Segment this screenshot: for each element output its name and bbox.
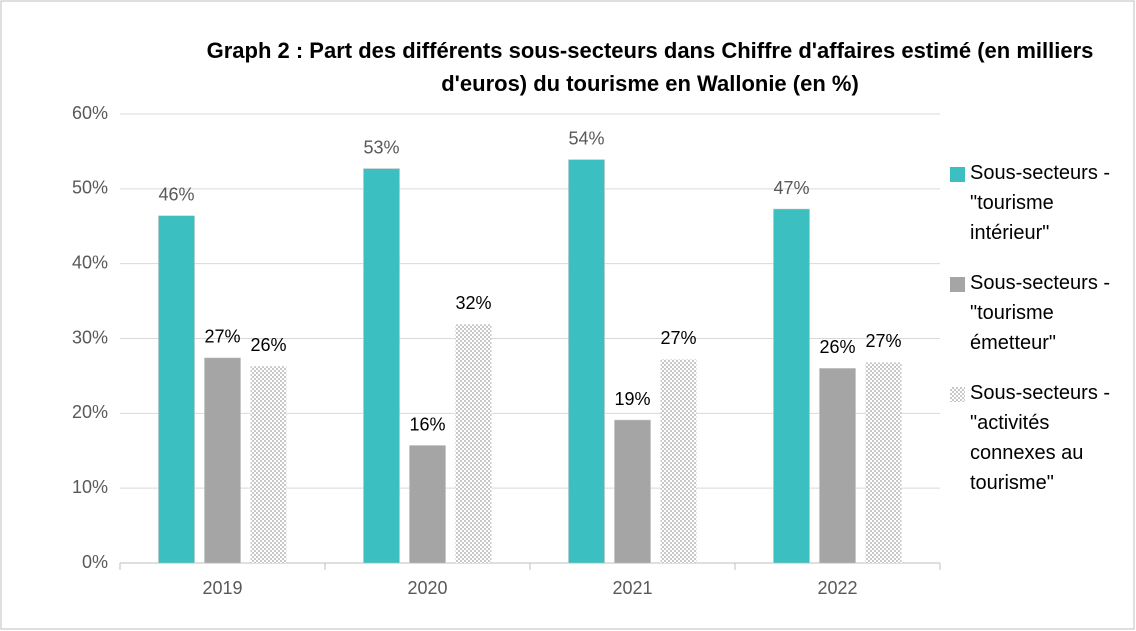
- bar: [250, 366, 287, 563]
- legend-entry: Sous-secteurs - "activités connexes au t…: [948, 378, 1128, 498]
- value-label: 16%: [409, 414, 445, 434]
- legend-label: Sous-secteurs - "tourisme intérieur": [970, 162, 1111, 244]
- bar: [819, 368, 856, 564]
- x-tick-label: 2019: [202, 578, 242, 598]
- legend-entry: Sous-secteurs - "tourisme intérieur": [948, 158, 1128, 248]
- value-label: 27%: [660, 328, 696, 348]
- value-label: 32%: [455, 293, 491, 313]
- bar: [409, 445, 446, 564]
- legend-entry: Sous-secteurs - "tourisme émetteur": [948, 268, 1128, 358]
- bar: [204, 357, 241, 564]
- bar: [865, 362, 902, 563]
- value-label: 47%: [773, 178, 809, 198]
- x-tick-label: 2021: [612, 578, 652, 598]
- y-tick-label: 60%: [72, 103, 108, 123]
- bar: [158, 215, 195, 564]
- bar: [614, 419, 651, 564]
- x-tick-label: 2022: [817, 578, 857, 598]
- x-tick-label: 2020: [407, 578, 447, 598]
- value-label: 27%: [204, 327, 240, 347]
- bar: [660, 359, 697, 563]
- bar: [568, 159, 605, 564]
- y-tick-label: 50%: [72, 178, 108, 198]
- bar: [363, 168, 400, 564]
- legend-swatch: [950, 167, 965, 182]
- y-tick-label: 30%: [72, 327, 108, 347]
- legend: Sous-secteurs - "tourisme intérieur" Sous…: [948, 158, 1128, 518]
- value-label: 54%: [568, 128, 604, 148]
- legend-swatch: [950, 387, 965, 402]
- value-label: 46%: [158, 185, 194, 205]
- y-tick-label: 40%: [72, 252, 108, 272]
- chart-title: Graph 2 : Part des différents sous-secte…: [206, 38, 1094, 96]
- legend-label: Sous-secteurs - "tourisme émetteur": [970, 272, 1111, 354]
- legend-label: Sous-secteurs - "activités connexes au t…: [970, 382, 1111, 494]
- value-label: 19%: [614, 389, 650, 409]
- value-label: 27%: [865, 331, 901, 351]
- value-label: 53%: [363, 137, 399, 157]
- bar: [773, 208, 810, 564]
- value-label: 26%: [250, 335, 286, 355]
- y-tick-label: 0%: [82, 552, 108, 572]
- y-tick-label: 20%: [72, 402, 108, 422]
- y-tick-label: 10%: [72, 477, 108, 497]
- value-label: 26%: [819, 337, 855, 357]
- bar: [455, 324, 492, 563]
- legend-swatch: [950, 277, 965, 292]
